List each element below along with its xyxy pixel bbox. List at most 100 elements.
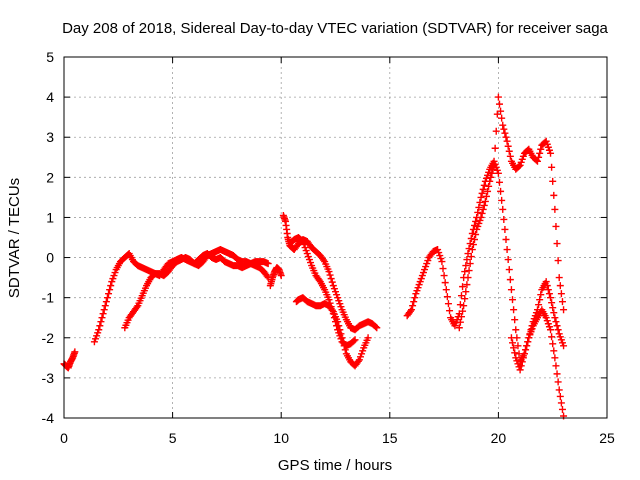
x-tick-labels: 0 5 10 15 20 25 (60, 430, 615, 446)
data-point (442, 286, 450, 294)
data-point (101, 302, 109, 310)
data-point (548, 333, 556, 341)
data-point (551, 205, 559, 213)
data-point (490, 161, 498, 169)
data-point (550, 309, 558, 317)
y-tick-label: -3 (42, 370, 55, 386)
y-tick-label: 0 (46, 250, 54, 266)
data-point (71, 348, 79, 356)
data-point (558, 405, 566, 413)
data-point (553, 322, 561, 330)
data-point (552, 222, 560, 230)
data-point (105, 290, 113, 298)
data-point (350, 337, 358, 345)
data-point (500, 215, 508, 223)
data-point (465, 267, 473, 275)
y-axis-label: SDTVAR / TECUs (6, 178, 23, 298)
data-point (333, 322, 341, 330)
data-point (327, 275, 335, 283)
data-point (441, 279, 449, 287)
data-point (475, 203, 483, 211)
data-point (354, 357, 362, 365)
data-point (97, 318, 105, 326)
data-point (325, 296, 333, 304)
data-point (491, 144, 499, 152)
data-point (443, 293, 451, 301)
data-point (548, 299, 556, 307)
data-point (544, 286, 552, 294)
data-point (328, 278, 336, 286)
data-point (328, 306, 336, 314)
data-point (487, 173, 495, 181)
data-point (545, 290, 553, 298)
data-point (547, 326, 555, 334)
data-point (518, 358, 526, 366)
data-point (456, 301, 464, 309)
data-point (484, 187, 492, 195)
data-point (263, 272, 271, 280)
data-point (504, 142, 512, 150)
data-point (498, 196, 506, 204)
data-point (547, 294, 555, 302)
grid-lines (64, 57, 607, 418)
data-point (107, 282, 115, 290)
data-point (552, 362, 560, 370)
data-point (536, 149, 544, 157)
axis-ticks (63, 56, 608, 419)
x-tick-label: 0 (60, 430, 68, 446)
data-point (505, 147, 513, 155)
data-point (501, 129, 509, 137)
data-point (497, 107, 505, 115)
data-point (459, 283, 467, 291)
data-point (557, 399, 565, 407)
data-point (329, 310, 337, 318)
data-point (553, 240, 561, 248)
data-point (103, 294, 111, 302)
data-point (505, 266, 513, 274)
data-point (460, 302, 468, 310)
series-8 (455, 93, 568, 332)
data-point (102, 298, 110, 306)
y-tick-label: -1 (42, 290, 55, 306)
data-point (511, 349, 519, 357)
data-point (455, 324, 463, 332)
data-point (106, 286, 114, 294)
data-point (542, 278, 550, 286)
data-point (543, 282, 551, 290)
data-point (327, 303, 335, 311)
data-point (277, 272, 285, 280)
data-point (482, 192, 490, 200)
data-point (549, 304, 557, 312)
data-point (497, 187, 505, 195)
data-point (522, 346, 530, 354)
data-point (555, 386, 563, 394)
data-point (457, 313, 465, 321)
data-points (60, 93, 568, 420)
data-point (464, 274, 472, 282)
data-point (472, 230, 480, 238)
y-tick-label: 4 (46, 89, 54, 105)
data-point (467, 235, 475, 243)
data-point (488, 169, 496, 177)
data-point (471, 236, 479, 244)
data-point (373, 324, 381, 332)
plot-frame (63, 56, 608, 419)
data-point (501, 225, 509, 233)
y-tick-label: 5 (46, 49, 54, 65)
data-point (506, 152, 514, 160)
data-point (474, 208, 482, 216)
data-point (469, 241, 477, 249)
data-point (461, 295, 469, 303)
data-point (515, 162, 523, 170)
chart-title: Day 208 of 2018, Sidereal Day-to-day VTE… (62, 20, 608, 37)
data-point (439, 265, 447, 273)
data-point (466, 240, 474, 248)
y-tick-label: 1 (46, 209, 54, 225)
x-tick-label: 10 (273, 430, 289, 446)
data-point (99, 310, 107, 318)
series-7 (403, 157, 568, 366)
data-point (551, 314, 559, 322)
data-point (264, 260, 272, 268)
y-tick-label: -2 (42, 330, 55, 346)
y-tick-labels: -4 -3 -2 -1 0 1 2 3 4 5 (42, 49, 55, 426)
